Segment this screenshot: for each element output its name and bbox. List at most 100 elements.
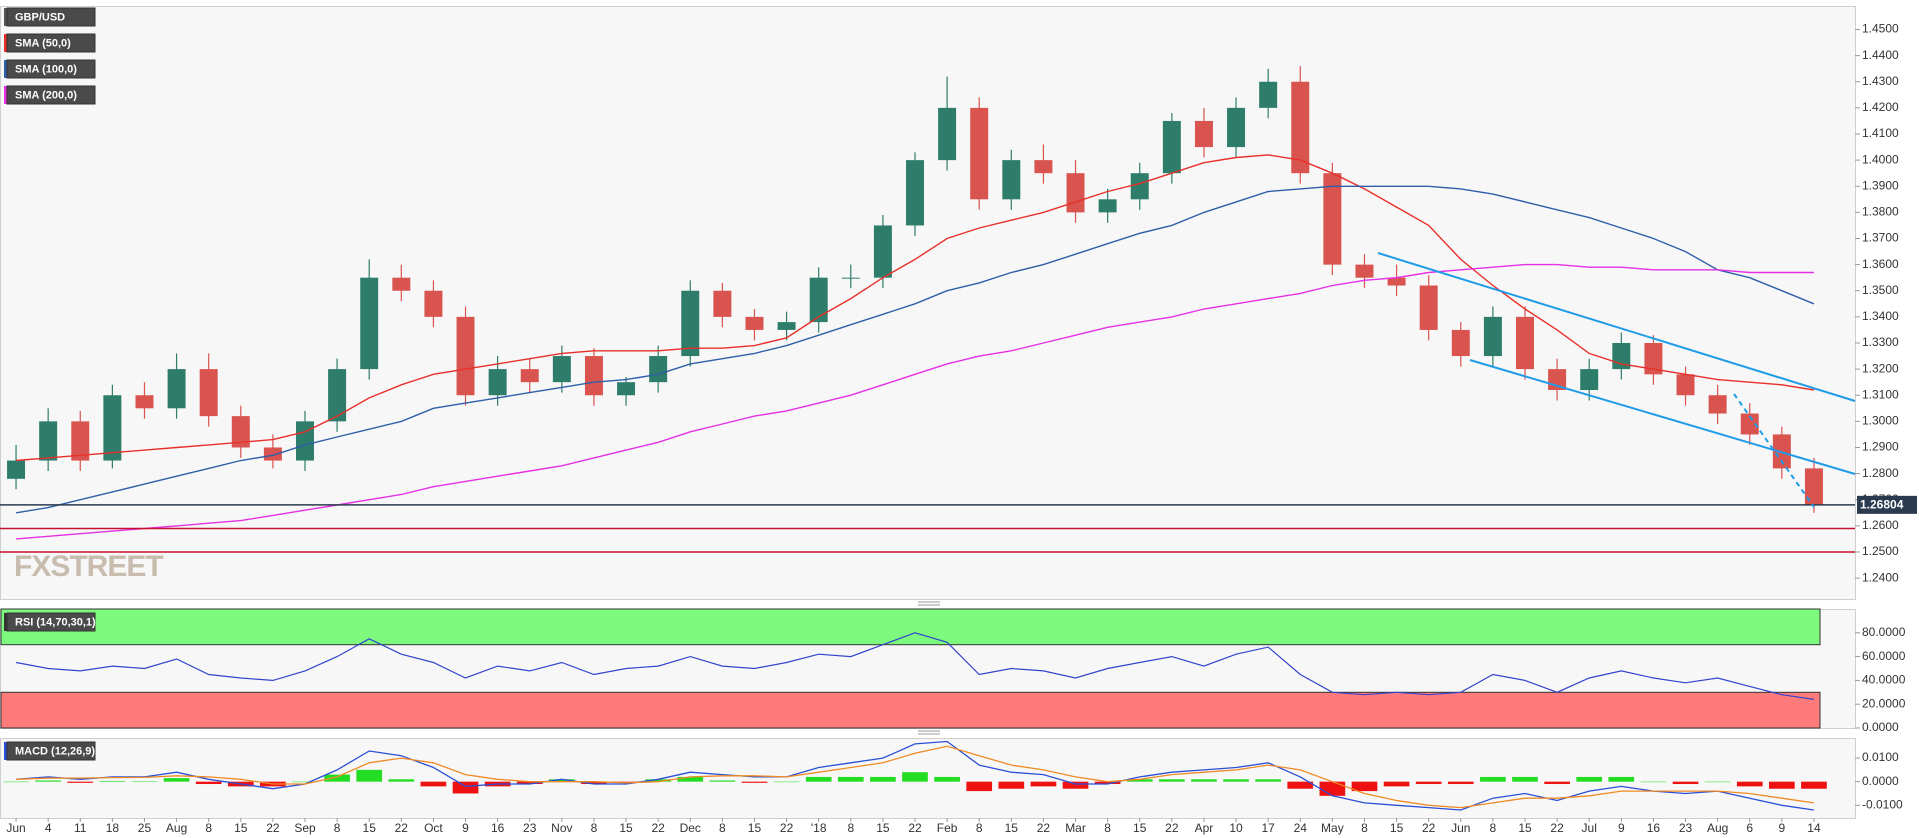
x-tick-label: 8 [205, 821, 212, 835]
candle-body [713, 290, 732, 317]
panel-grip[interactable] [918, 730, 940, 735]
candle-body [103, 395, 122, 461]
histogram-bar [163, 778, 190, 782]
histogram-bar [837, 776, 864, 782]
y-tick-label: 1.3500 [1862, 283, 1899, 297]
histogram-bar [549, 779, 575, 782]
candle-body [938, 107, 957, 161]
candle-body [424, 290, 443, 317]
histogram-bar [99, 780, 126, 782]
x-tick-label: 16 [491, 821, 505, 835]
candle-body [681, 290, 700, 357]
x-tick-label: 22 [1550, 821, 1564, 835]
x-tick-label: Sep [294, 821, 316, 835]
x-tick-label: Dec [680, 821, 701, 835]
legend-swatch [4, 60, 7, 78]
x-tick-label: Aug [166, 821, 187, 835]
candle-body [809, 277, 828, 323]
histogram-bar [3, 781, 29, 783]
price-label: 1.26804 [1860, 498, 1904, 512]
histogram-bar [1480, 776, 1506, 782]
x-tick-label: 9 [1778, 821, 1785, 835]
histogram-bar [1223, 779, 1249, 782]
x-tick-label: 8 [719, 821, 726, 835]
y-tick-label: 1.2400 [1862, 570, 1899, 584]
candle-body [1451, 329, 1470, 357]
legend-label: RSI (14,70,30,1) [15, 616, 96, 628]
macd-line [16, 745, 1814, 809]
legend-box [6, 33, 96, 53]
oversold-band [0, 691, 1821, 729]
x-tick-label: Mar [1065, 821, 1086, 835]
histogram-bar [645, 779, 671, 782]
histogram-bar [388, 779, 415, 782]
candle-body [1419, 285, 1438, 330]
sma-line [15, 185, 1815, 514]
candle-body [1387, 277, 1406, 286]
histogram-bar [1383, 781, 1410, 787]
sma-line [16, 154, 1815, 462]
x-tick-label: Nov [551, 821, 572, 835]
candle-body [1002, 160, 1021, 200]
y-tick-label: 1.2900 [1862, 440, 1899, 454]
overlay-layer: 1.26804 GBP/USD SMA (50,0) SMA (100,0) SMA (… [4, 7, 1917, 835]
panel-grip[interactable] [918, 601, 940, 606]
histogram-bar [131, 781, 158, 782]
candle-body [552, 356, 571, 383]
x-tick-label: 15 [619, 821, 633, 835]
candle-body [1516, 316, 1534, 370]
price-label-box [1857, 495, 1917, 514]
histogram-bar [1255, 779, 1281, 782]
legend-swatch [4, 742, 7, 760]
histogram-bar [1126, 779, 1153, 782]
histogram-bar [966, 781, 993, 792]
histogram-bar [1544, 781, 1570, 785]
histogram-bar [1094, 781, 1121, 785]
x-tick-label: 10 [1229, 821, 1243, 835]
histogram-bar [709, 780, 736, 782]
candle-body [1098, 199, 1117, 213]
candle-body [296, 421, 314, 461]
candle-body [1227, 107, 1246, 148]
candle-body [1162, 120, 1181, 174]
x-tick-label: 22 [266, 821, 280, 835]
x-tick-label: 22 [1037, 821, 1051, 835]
histogram-bar [1576, 776, 1603, 782]
histogram-bar [1030, 781, 1057, 787]
candle-body [841, 277, 860, 279]
candle-body [1804, 468, 1823, 505]
x-tick-label: 17 [1261, 821, 1275, 835]
x-tick-label: 8 [1104, 821, 1111, 835]
x-tick-label: 11 [74, 821, 87, 835]
x-tick-label: 15 [1518, 821, 1532, 835]
y-tick-label: 0.0000 [1862, 774, 1899, 788]
x-tick-label: Jun [1451, 821, 1470, 835]
legend-box [6, 85, 96, 105]
y-tick-label: 60.0000 [1862, 649, 1906, 663]
candle-body [520, 369, 539, 383]
histogram-bar [773, 781, 800, 783]
histogram-bar [1704, 781, 1731, 783]
histogram-bar [195, 781, 222, 785]
x-tick-label: 16 [1647, 821, 1661, 835]
histogram-bar [870, 776, 896, 782]
watermark: FXSTREET [14, 550, 163, 583]
candle-body [649, 356, 668, 383]
histogram-bar [420, 781, 447, 787]
candle-body [392, 277, 411, 291]
x-tick-label: Jul [1582, 821, 1597, 835]
histogram-bar [934, 776, 960, 782]
histogram-bar [1447, 781, 1474, 785]
candle-body [39, 421, 58, 461]
y-tick-label: 1.3000 [1862, 414, 1899, 428]
y-tick-label: 1.3300 [1862, 335, 1899, 349]
x-tick-label: 25 [138, 821, 152, 835]
y-tick-label: 1.3100 [1862, 387, 1899, 401]
candle-body [1066, 173, 1085, 213]
histogram-bar [1672, 781, 1699, 785]
y-tick-label: 1.3200 [1862, 361, 1899, 375]
legend-swatch [4, 613, 7, 631]
legend-swatch [4, 86, 7, 104]
histogram-bar [1287, 781, 1314, 789]
